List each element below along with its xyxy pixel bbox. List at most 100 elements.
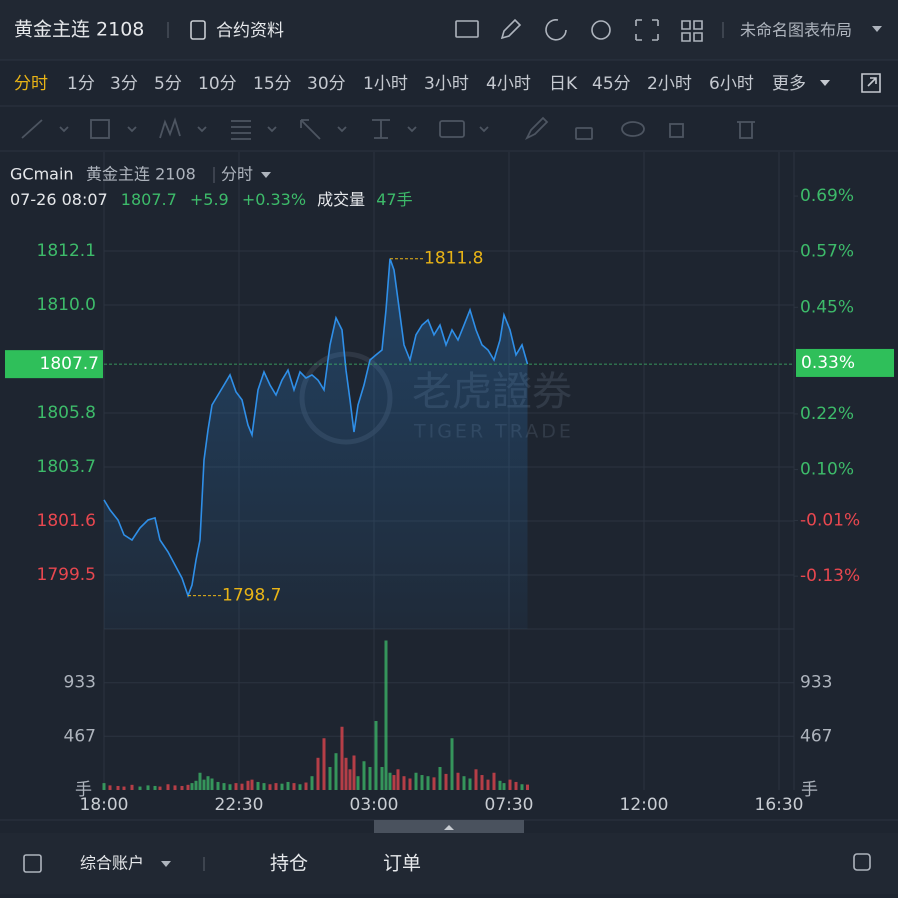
- edit-icon[interactable]: [500, 18, 522, 40]
- volume-bar: [166, 784, 170, 790]
- period-item[interactable]: 3小时: [424, 74, 469, 94]
- chart: 18:00 22:30 03:00 07:30 12:00 16:30 1799.5 1801…: [0, 152, 898, 821]
- period-item[interactable]: 1分: [67, 74, 95, 94]
- volume-unit: 手: [75, 780, 92, 800]
- period-item[interactable]: 4小时: [486, 74, 531, 94]
- tool-delete[interactable]: [737, 121, 755, 139]
- volume-tick-label: 467: [64, 726, 96, 746]
- volume-bar: [432, 777, 436, 790]
- volume-bar: [462, 776, 466, 790]
- tool-arrow[interactable]: [300, 119, 321, 140]
- period-bar: 分时 1分 3分 5分 10分 15分 30分 1小时 3小时 4小时 日K 45分 2小时 6小时 更多: [14, 74, 806, 94]
- tool-line[interactable]: [21, 119, 43, 139]
- tool-rect[interactable]: [90, 119, 110, 139]
- layout-icon[interactable]: [681, 20, 703, 42]
- orders-tab[interactable]: 订单: [383, 853, 421, 875]
- current-pct-box: [796, 348, 894, 377]
- dropdown-arrow[interactable]: [161, 861, 171, 867]
- volume-bar: [450, 738, 454, 790]
- volume-bar: [228, 784, 232, 790]
- volume-bar: [262, 783, 266, 790]
- volume-bar: [298, 784, 302, 790]
- undo-icon[interactable]: [545, 19, 567, 41]
- header-title: 黄金主连 2108: [14, 19, 144, 41]
- sidebar-icon[interactable]: [23, 854, 42, 873]
- tool-fib[interactable]: [231, 120, 251, 140]
- volume-bar: [344, 757, 348, 790]
- volume-bar: [206, 776, 210, 790]
- y-tick-label: 1803.7: [37, 457, 96, 477]
- volume-bar: [456, 772, 460, 790]
- x-tick-label: 18:00: [80, 795, 129, 815]
- tool-layers[interactable]: [669, 123, 684, 138]
- period-item[interactable]: 10分: [198, 74, 237, 94]
- volume-bar: [402, 776, 406, 790]
- positions-tab[interactable]: 持仓: [270, 853, 308, 875]
- volume-bar: [256, 781, 260, 790]
- tool-brush[interactable]: [524, 116, 549, 141]
- volume-bar: [246, 780, 250, 790]
- account[interactable]: 综合账户: [80, 854, 144, 873]
- period-item[interactable]: 日K: [549, 74, 578, 94]
- volume-bar: [420, 775, 424, 790]
- symbol-name: 黄金主连 2108: [86, 165, 196, 184]
- dropdown-arrow[interactable]: [820, 80, 830, 86]
- tool-label[interactable]: [439, 120, 465, 138]
- tool-eye[interactable]: [621, 121, 645, 137]
- volume-bar: [348, 769, 352, 790]
- volume-bar: [352, 755, 356, 790]
- quote-last: 1807.7: [121, 190, 177, 209]
- period-item[interactable]: 更多: [772, 74, 806, 94]
- settings-icon[interactable]: [591, 20, 611, 40]
- current-price-label: 1807.7: [40, 354, 99, 374]
- tool-wave[interactable]: [159, 117, 181, 139]
- x-tick-label: 12:00: [620, 795, 669, 815]
- y-tick-label: 1812.1: [37, 241, 96, 261]
- scroll-arrow[interactable]: [444, 825, 454, 830]
- expand-icon[interactable]: [861, 73, 881, 93]
- window-icon[interactable]: [853, 853, 871, 871]
- volume-label: 成交量: [317, 190, 365, 209]
- tool-text[interactable]: [372, 119, 390, 139]
- fullscreen-icon[interactable]: [635, 19, 659, 41]
- volume-bar: [122, 786, 126, 790]
- period-item[interactable]: 1小时: [363, 74, 408, 94]
- layout-name[interactable]: 未命名图表布局: [740, 21, 852, 40]
- y-tick-label: 1801.6: [37, 511, 96, 531]
- volume-tick-label: 467: [800, 726, 832, 746]
- volume-bar: [286, 781, 290, 790]
- period-item[interactable]: 30分: [307, 74, 346, 94]
- footer-bar: [0, 833, 898, 894]
- volume-bar: [492, 772, 496, 790]
- period-item[interactable]: 45分: [592, 74, 631, 94]
- volume-bar: [520, 784, 524, 790]
- volume-tick-label: 933: [64, 673, 96, 693]
- y2-tick-label: 0.69%: [800, 186, 854, 206]
- volume-bar: [158, 786, 162, 790]
- volume-bar: [380, 767, 384, 790]
- volume-bar: [210, 778, 214, 790]
- period-item[interactable]: 2小时: [647, 74, 692, 94]
- period-item[interactable]: 5分: [154, 74, 182, 94]
- volume-bar: [502, 783, 506, 790]
- volume-bar: [474, 769, 478, 790]
- tool-dropdowns[interactable]: [59, 126, 489, 133]
- volume-bar: [322, 738, 326, 790]
- tool-lock[interactable]: [575, 127, 593, 140]
- dropdown-arrow[interactable]: [872, 26, 882, 32]
- chart-mode[interactable]: 分时: [221, 165, 253, 184]
- period-item[interactable]: 3分: [110, 74, 138, 94]
- period-item[interactable]: 分时: [14, 74, 48, 94]
- contract-info[interactable]: 合约资料: [216, 21, 284, 41]
- volume-bar: [240, 783, 244, 790]
- quote-volume: 47手: [376, 190, 412, 209]
- chart-icon[interactable]: [455, 20, 479, 38]
- dropdown-arrow[interactable]: [261, 172, 271, 178]
- volume-bar: [374, 721, 378, 790]
- period-item[interactable]: 15分: [253, 74, 292, 94]
- doc-icon[interactable]: [190, 20, 206, 40]
- volume-bar: [362, 761, 366, 790]
- volume-bar: [202, 779, 206, 790]
- volume-bar: [234, 783, 238, 790]
- period-item[interactable]: 6小时: [709, 74, 754, 94]
